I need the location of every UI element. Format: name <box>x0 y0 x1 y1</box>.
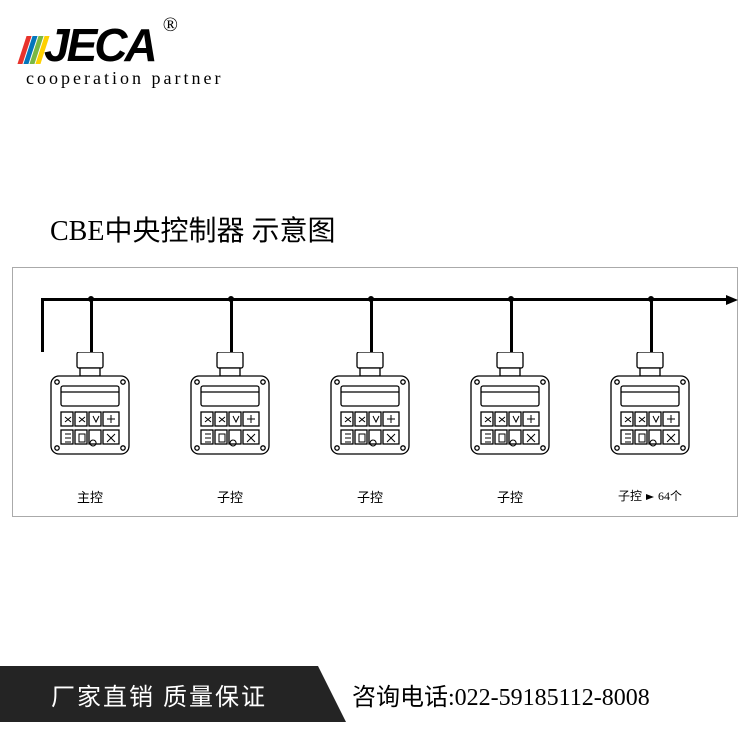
controller-label: 子控 64个 <box>607 487 693 504</box>
controller-icon <box>327 352 413 456</box>
controller-device: 子控 <box>327 352 413 506</box>
diagram-frame: 主控 子控 子控 <box>12 267 738 517</box>
controller-icon <box>47 352 133 456</box>
controller-device: 子控 64个 <box>607 352 693 504</box>
footer-banner-text: 厂家直销 质量保证 <box>51 677 267 712</box>
controller-icon <box>467 352 553 456</box>
arrow-right-icon <box>646 494 654 500</box>
controller-icon <box>187 352 273 456</box>
footer-banner: 厂家直销 质量保证 <box>0 666 318 722</box>
diagram-title: CBE中央控制器 示意图 <box>50 209 750 249</box>
phone-row: 咨询电话:022-59185112-8008 <box>352 677 650 712</box>
controller-label: 子控 <box>327 487 413 506</box>
phone-label: 咨询电话: <box>352 685 455 711</box>
registered-mark: ® <box>163 14 178 36</box>
logo-stripes <box>22 36 46 69</box>
controller-device: 子控 <box>467 352 553 506</box>
controller-device: 主控 <box>47 352 133 506</box>
controller-label: 子控 <box>187 487 273 506</box>
controller-device: 子控 <box>187 352 273 506</box>
controller-label: 主控 <box>47 487 133 506</box>
logo-text: JECA <box>44 18 155 72</box>
controller-icon <box>607 352 693 456</box>
controller-label: 子控 <box>467 487 553 506</box>
phone-number: 022-59185112-8008 <box>455 685 650 711</box>
logo-row: JECA ® <box>22 18 750 72</box>
logo-block: JECA ® cooperation partner <box>0 0 750 89</box>
